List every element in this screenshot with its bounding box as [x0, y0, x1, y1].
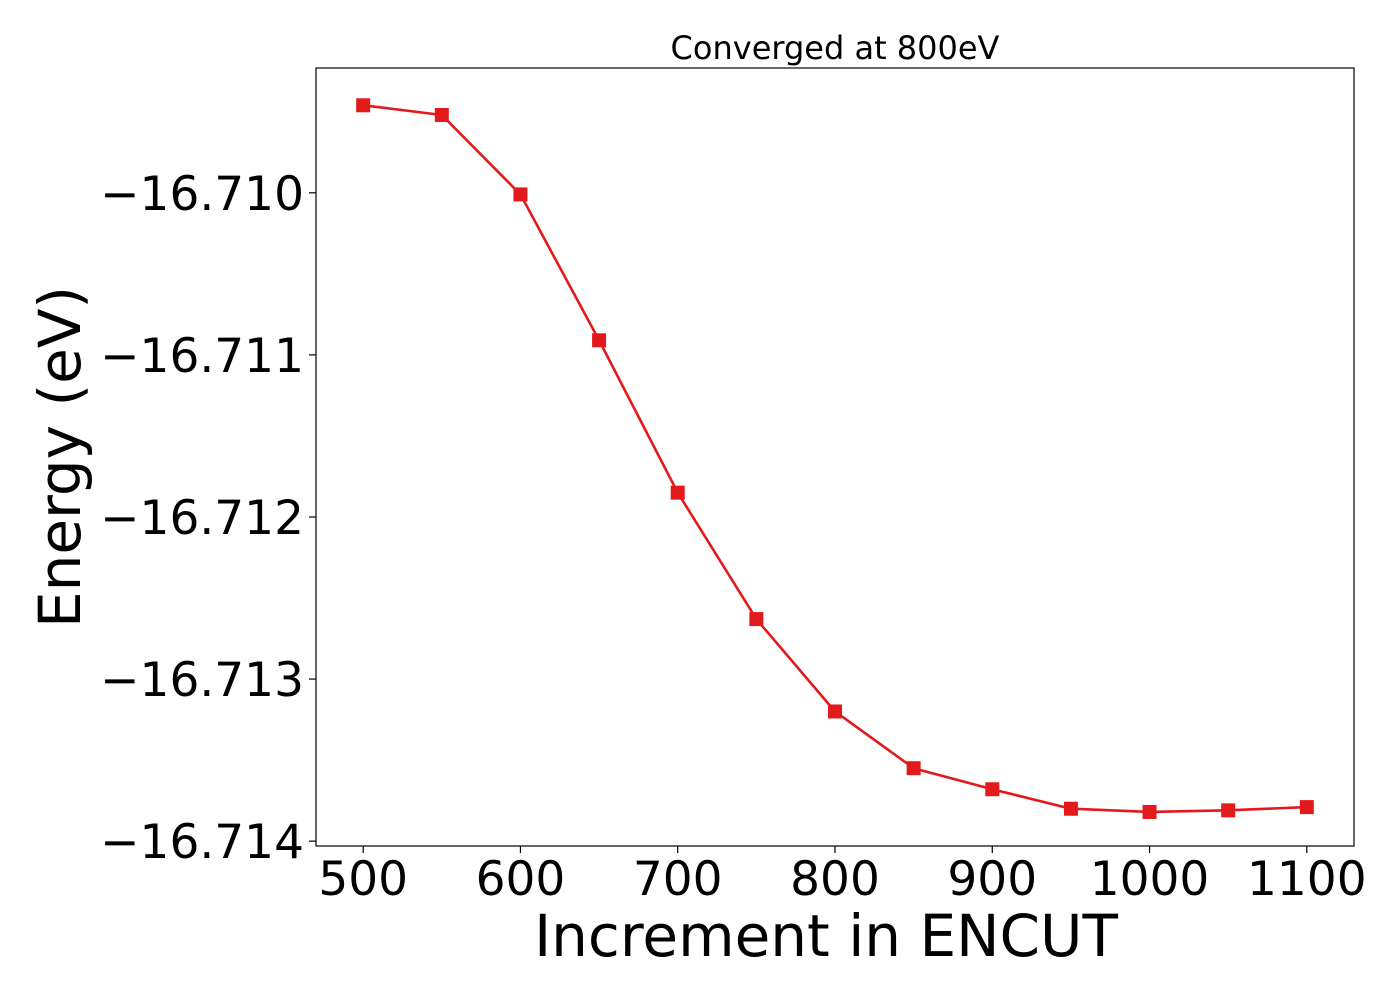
data-point — [906, 761, 921, 776]
chart-title: Converged at 800eV — [671, 29, 1000, 67]
y-tick-label: −16.711 — [100, 329, 304, 384]
data-point — [1299, 800, 1314, 815]
data-point — [356, 98, 371, 113]
x-tick-label: 800 — [790, 852, 880, 907]
data-point — [592, 333, 607, 348]
data-point — [828, 704, 842, 719]
x-tick-label: 1000 — [1090, 852, 1210, 907]
x-tick-label: 600 — [476, 852, 566, 907]
x-tick-label: 500 — [318, 852, 408, 907]
data-point — [1142, 804, 1157, 819]
y-axis-label: Energy (eV) — [26, 286, 94, 628]
data-point — [1063, 801, 1078, 816]
data-point — [749, 612, 764, 627]
y-tick-label: −16.710 — [100, 167, 304, 222]
y-tick-label: −16.713 — [100, 653, 304, 708]
y-axis-ticks: −16.710 −16.711 −16.712 −16.713 −16.714 — [100, 167, 316, 870]
data-point — [513, 187, 528, 202]
plot-area — [356, 98, 1314, 819]
y-tick-label: −16.712 — [100, 491, 304, 546]
x-axis-ticks: 500 600 700 800 900 1000 1100 — [318, 846, 1367, 907]
data-point — [1221, 803, 1236, 818]
x-tick-label: 700 — [633, 852, 723, 907]
y-tick-label: −16.714 — [100, 815, 304, 870]
data-point — [670, 485, 685, 500]
data-point — [985, 782, 1000, 797]
x-tick-label: 1100 — [1247, 852, 1367, 907]
x-axis-label: Increment in ENCUT — [534, 902, 1118, 970]
data-point — [434, 108, 449, 122]
x-tick-label: 900 — [947, 852, 1037, 907]
